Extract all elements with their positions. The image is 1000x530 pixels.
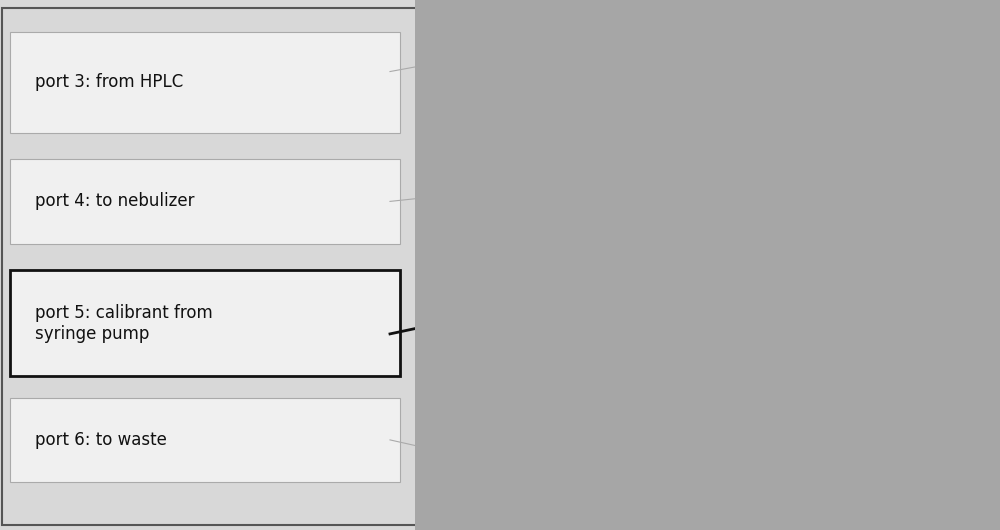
FancyBboxPatch shape	[10, 159, 400, 244]
FancyBboxPatch shape	[10, 32, 400, 132]
Text: port 3: from HPLC: port 3: from HPLC	[35, 73, 183, 91]
Text: port 4: to nebulizer: port 4: to nebulizer	[35, 192, 194, 210]
FancyBboxPatch shape	[10, 398, 400, 482]
FancyBboxPatch shape	[0, 0, 420, 530]
Text: port 6: to waste: port 6: to waste	[35, 431, 167, 449]
Text: port 5: calibrant from
syringe pump: port 5: calibrant from syringe pump	[35, 304, 213, 343]
FancyBboxPatch shape	[10, 270, 400, 376]
